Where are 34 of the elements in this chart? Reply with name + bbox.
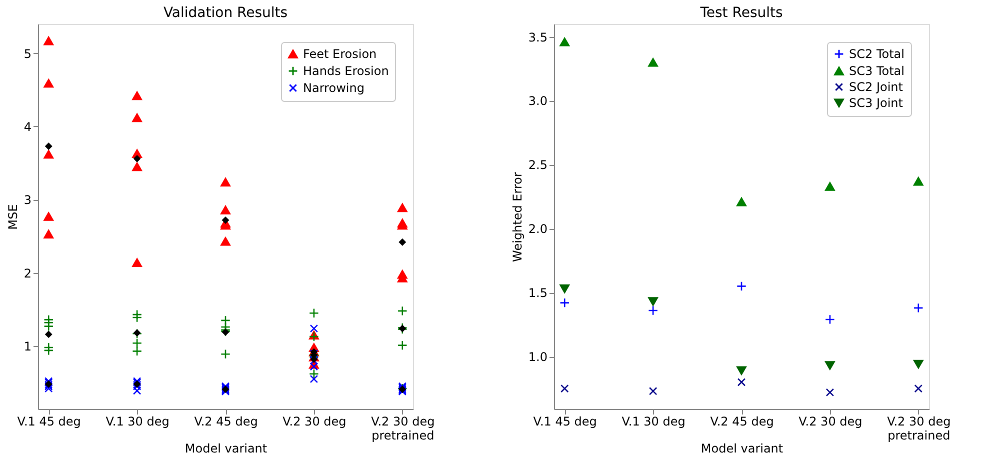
x-tick-label: V.2 30 deg pretrained xyxy=(371,414,435,442)
legend-label: SC2 Joint xyxy=(849,80,904,94)
x-tick-label: V.2 30 deg xyxy=(798,414,862,428)
y-tick-label: 1.0 xyxy=(528,350,548,364)
x-tick-label: V.1 45 deg xyxy=(533,414,597,428)
y-tick-label: 1 xyxy=(24,340,32,354)
x-tick-label: V.1 30 deg xyxy=(106,414,170,428)
y-tick-label: 1.5 xyxy=(528,286,548,300)
y-axis-title: MSE xyxy=(6,204,20,230)
chart-title: Test Results xyxy=(699,5,783,21)
legend-label: Narrowing xyxy=(303,81,364,95)
y-tick-label: 3.5 xyxy=(528,30,548,44)
legend-label: Feet Erosion xyxy=(303,47,377,61)
y-tick-label: 2 xyxy=(24,266,32,280)
x-tick-label: V.2 30 deg pretrained xyxy=(887,414,951,442)
legend-label: Hands Erosion xyxy=(303,64,389,78)
y-tick-label: 3 xyxy=(24,193,32,208)
y-axis-title: Weighted Error xyxy=(510,172,524,262)
x-axis-title: Model variant xyxy=(700,442,784,455)
legend-label: SC2 Total xyxy=(849,47,904,61)
chart-title: Validation Results xyxy=(163,5,288,21)
x-tick-label: V.2 30 deg xyxy=(282,414,346,428)
x-tick-label: V.2 45 deg xyxy=(194,414,258,428)
x-tick-label: V.1 30 deg xyxy=(622,414,686,428)
x-axis-title: Model variant xyxy=(184,442,268,455)
legend-label: SC3 Total xyxy=(849,64,904,78)
y-tick-label: 5 xyxy=(24,46,32,61)
y-tick-label: 2.0 xyxy=(528,222,548,236)
x-tick-label: V.2 45 deg xyxy=(710,414,774,428)
legend-label: SC3 Joint xyxy=(849,96,904,110)
x-tick-label: V.1 45 deg xyxy=(17,414,81,428)
y-tick-label: 2.5 xyxy=(528,158,548,172)
y-tick-label: 4 xyxy=(24,120,32,134)
y-tick-label: 3.0 xyxy=(528,94,548,108)
